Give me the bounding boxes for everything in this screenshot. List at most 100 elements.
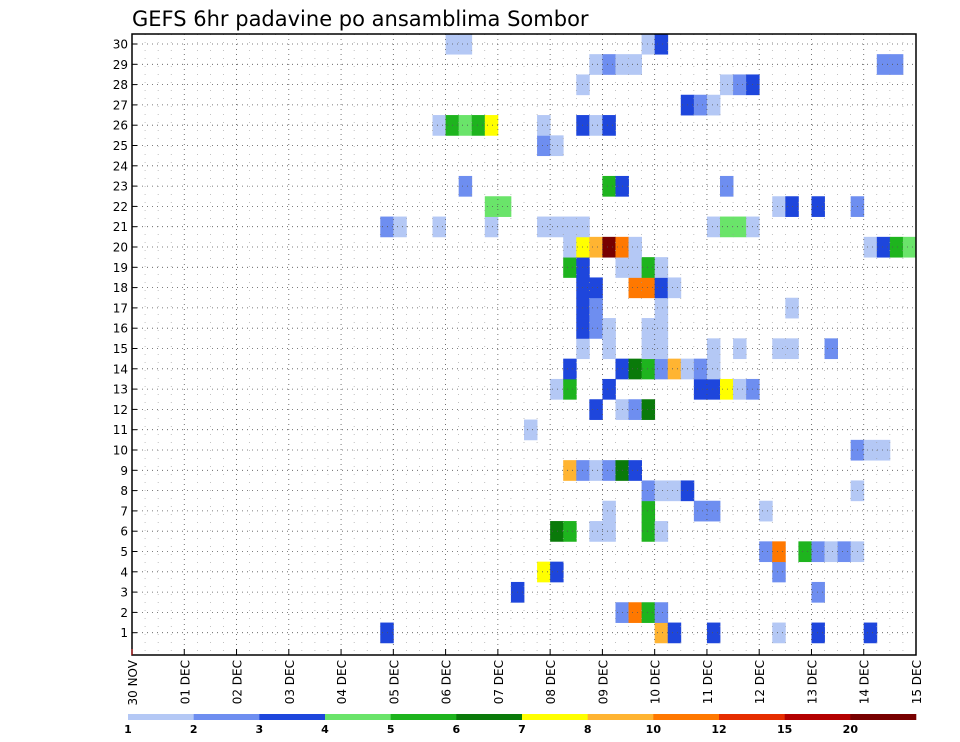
chart-title: GEFS 6hr padavine po ansamblima Sombor bbox=[132, 7, 589, 31]
heatmap-cell bbox=[628, 257, 642, 278]
heatmap-cell bbox=[876, 236, 891, 258]
heatmap-cell bbox=[628, 54, 642, 75]
heatmap-cell bbox=[563, 378, 577, 400]
heatmap-cell bbox=[576, 257, 590, 278]
heatmap-cell bbox=[628, 460, 642, 481]
heatmap-cell bbox=[576, 338, 590, 360]
colorbar-swatch bbox=[456, 714, 523, 720]
heatmap-cell bbox=[667, 480, 682, 502]
colorbar-swatch bbox=[259, 714, 326, 720]
heatmap-cell bbox=[706, 622, 721, 644]
heatmap-cell bbox=[393, 216, 407, 238]
heatmap-cell bbox=[524, 419, 538, 441]
heatmap-cell bbox=[641, 521, 656, 542]
heatmap-cell bbox=[706, 94, 721, 116]
heatmap-cell bbox=[654, 622, 669, 644]
y-tick-label: 10 bbox=[113, 444, 128, 458]
heatmap-cell bbox=[837, 541, 852, 563]
colorbar-label: 4 bbox=[321, 723, 329, 736]
heatmap-cell bbox=[811, 541, 825, 563]
colorbar-label: 8 bbox=[584, 723, 592, 736]
y-tick-label: 2 bbox=[120, 606, 128, 620]
heatmap-cell bbox=[563, 236, 577, 258]
heatmap-cell bbox=[693, 500, 708, 522]
heatmap-cell bbox=[759, 500, 773, 522]
heatmap-cell bbox=[733, 378, 747, 400]
heatmap-cell bbox=[628, 602, 642, 623]
heatmap-cell bbox=[537, 561, 551, 583]
heatmap-cell bbox=[706, 338, 721, 360]
heatmap-cell bbox=[628, 358, 642, 380]
y-tick-label: 27 bbox=[113, 98, 128, 112]
heatmap-cell bbox=[576, 460, 590, 481]
heatmap-cell bbox=[654, 277, 669, 299]
colorbar-label: 12 bbox=[711, 723, 726, 736]
heatmap-cell bbox=[706, 216, 721, 238]
heatmap-cell bbox=[706, 500, 721, 522]
y-tick-label: 23 bbox=[113, 180, 128, 194]
y-tick-label: 8 bbox=[120, 484, 128, 498]
heatmap-cell bbox=[641, 257, 656, 278]
heatmap-cell bbox=[876, 439, 891, 461]
heatmap-cell bbox=[576, 115, 590, 136]
heatmap-cell bbox=[654, 318, 669, 339]
y-tick-label: 30 bbox=[113, 38, 128, 52]
heatmap-cell bbox=[576, 277, 590, 299]
heatmap-cell bbox=[563, 257, 577, 278]
colorbar-swatch bbox=[653, 714, 720, 720]
x-tick-label: 08 DEC bbox=[544, 660, 558, 704]
heatmap-cell bbox=[484, 115, 499, 136]
colorbar-swatch bbox=[719, 714, 785, 720]
colorbar-swatch bbox=[784, 714, 851, 720]
heatmap-cell bbox=[693, 358, 708, 380]
heatmap-cell bbox=[589, 460, 603, 481]
heatmap-cell bbox=[693, 94, 708, 116]
x-tick-label: 01 DEC bbox=[178, 660, 192, 704]
heatmap-cell bbox=[641, 318, 656, 339]
y-tick-label: 6 bbox=[120, 525, 128, 539]
heatmap-cell bbox=[589, 399, 603, 420]
x-axis: 30 NOV 01 DEC 02 DEC 03 DEC 04 DEC 05 DEC 06 D… bbox=[126, 649, 924, 706]
heatmap-cell bbox=[602, 115, 616, 136]
heatmap-cell bbox=[811, 581, 825, 603]
heatmap-cell bbox=[576, 236, 590, 258]
y-tick-label: 13 bbox=[113, 383, 128, 397]
colorbar-swatch bbox=[522, 714, 588, 720]
x-tick-label: 06 DEC bbox=[440, 660, 454, 704]
colorbar-swatch bbox=[325, 714, 391, 720]
heatmap-cell bbox=[458, 115, 473, 136]
heatmap-cell bbox=[706, 358, 721, 380]
colorbar-swatch bbox=[587, 714, 654, 720]
heatmap-cell bbox=[667, 277, 682, 299]
heatmap-cell bbox=[563, 358, 577, 380]
heatmap-cell bbox=[576, 216, 590, 238]
heatmap-cell bbox=[550, 216, 564, 238]
heatmap-cell bbox=[550, 378, 564, 400]
y-tick-label: 14 bbox=[113, 362, 128, 376]
heatmap-cells bbox=[380, 33, 917, 644]
heatmap-cell bbox=[733, 216, 747, 238]
heatmap-cell bbox=[772, 561, 786, 583]
y-tick-label: 1 bbox=[120, 626, 128, 640]
heatmap-cell bbox=[550, 561, 564, 583]
colorbar-swatch bbox=[193, 714, 260, 720]
y-tick-label: 16 bbox=[113, 322, 128, 336]
colorbar-label: 6 bbox=[453, 723, 461, 736]
heatmap-cell bbox=[863, 236, 878, 258]
heatmap-cell bbox=[537, 135, 551, 157]
y-axis: 1234567891011121314151617181920212223242… bbox=[113, 38, 137, 640]
heatmap-cell bbox=[902, 236, 917, 258]
heatmap-cell bbox=[641, 277, 656, 299]
heatmap-cell bbox=[589, 277, 603, 299]
colorbar-label: 2 bbox=[190, 723, 198, 736]
heatmap-cell bbox=[733, 74, 747, 96]
x-tick-label: 02 DEC bbox=[231, 660, 245, 704]
y-tick-label: 3 bbox=[120, 586, 128, 600]
colorbar-swatch bbox=[390, 714, 457, 720]
heatmap-cell bbox=[772, 338, 786, 360]
colorbar-label: 15 bbox=[777, 723, 792, 736]
heatmap-cell bbox=[576, 297, 590, 319]
heatmap-cell bbox=[484, 216, 499, 238]
y-tick-label: 19 bbox=[113, 261, 128, 275]
